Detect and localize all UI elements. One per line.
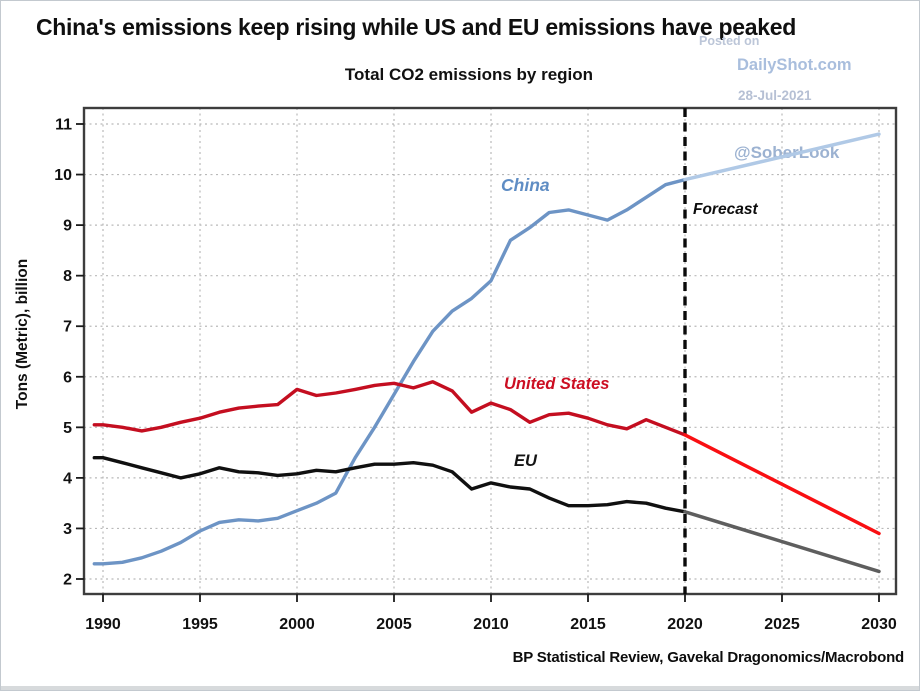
watermark-posted-on: Posted on bbox=[699, 34, 760, 48]
series-label-united-states: United States bbox=[504, 375, 609, 393]
x-tick-label: 2020 bbox=[667, 616, 703, 633]
y-tick-label: 3 bbox=[63, 521, 72, 538]
page-bottom-border bbox=[1, 686, 919, 690]
x-tick-label: 2000 bbox=[279, 616, 315, 633]
y-tick-label: 8 bbox=[63, 268, 72, 285]
y-tick-label: 5 bbox=[63, 420, 72, 437]
forecast-line-eu bbox=[683, 510, 881, 574]
x-tick-label: 2025 bbox=[764, 616, 800, 633]
y-axis-label: Tons (Metric), billion bbox=[14, 259, 31, 409]
y-tick-label: 9 bbox=[63, 218, 72, 235]
y-tick-label: 7 bbox=[63, 319, 72, 336]
series-line-united-states bbox=[92, 380, 687, 437]
y-tick-label: 2 bbox=[63, 571, 72, 588]
x-tick-label: 2030 bbox=[861, 616, 897, 633]
x-tick-label: 1990 bbox=[85, 616, 121, 633]
watermark-site: DailyShot.com bbox=[737, 56, 852, 74]
series-label-eu: EU bbox=[514, 452, 538, 470]
chart-title: Total CO2 emissions by region bbox=[344, 65, 594, 84]
x-tick-label: 2015 bbox=[570, 616, 606, 633]
chart-source-credit: BP Statistical Review, Gavekal Dragonomi… bbox=[512, 649, 905, 666]
forecast-line-united-states bbox=[683, 433, 881, 536]
watermark-date: 28-Jul-2021 bbox=[738, 88, 812, 103]
x-tick-label: 2010 bbox=[473, 616, 509, 633]
forecast-line-china bbox=[683, 132, 881, 182]
series-line-eu bbox=[92, 456, 687, 514]
forecast-label: Forecast bbox=[693, 201, 758, 218]
y-tick-label: 11 bbox=[55, 117, 72, 134]
page-title: China's emissions keep rising while US a… bbox=[36, 14, 796, 40]
y-tick-label: 4 bbox=[63, 470, 72, 487]
plot-frame bbox=[82, 106, 898, 596]
y-tick-label: 10 bbox=[54, 167, 72, 184]
series-label-china: China bbox=[501, 175, 550, 195]
x-tick-label: 1995 bbox=[182, 616, 218, 633]
y-tick-label: 6 bbox=[63, 369, 72, 386]
x-tick-label: 2005 bbox=[376, 616, 412, 633]
series-line-china bbox=[92, 177, 687, 566]
